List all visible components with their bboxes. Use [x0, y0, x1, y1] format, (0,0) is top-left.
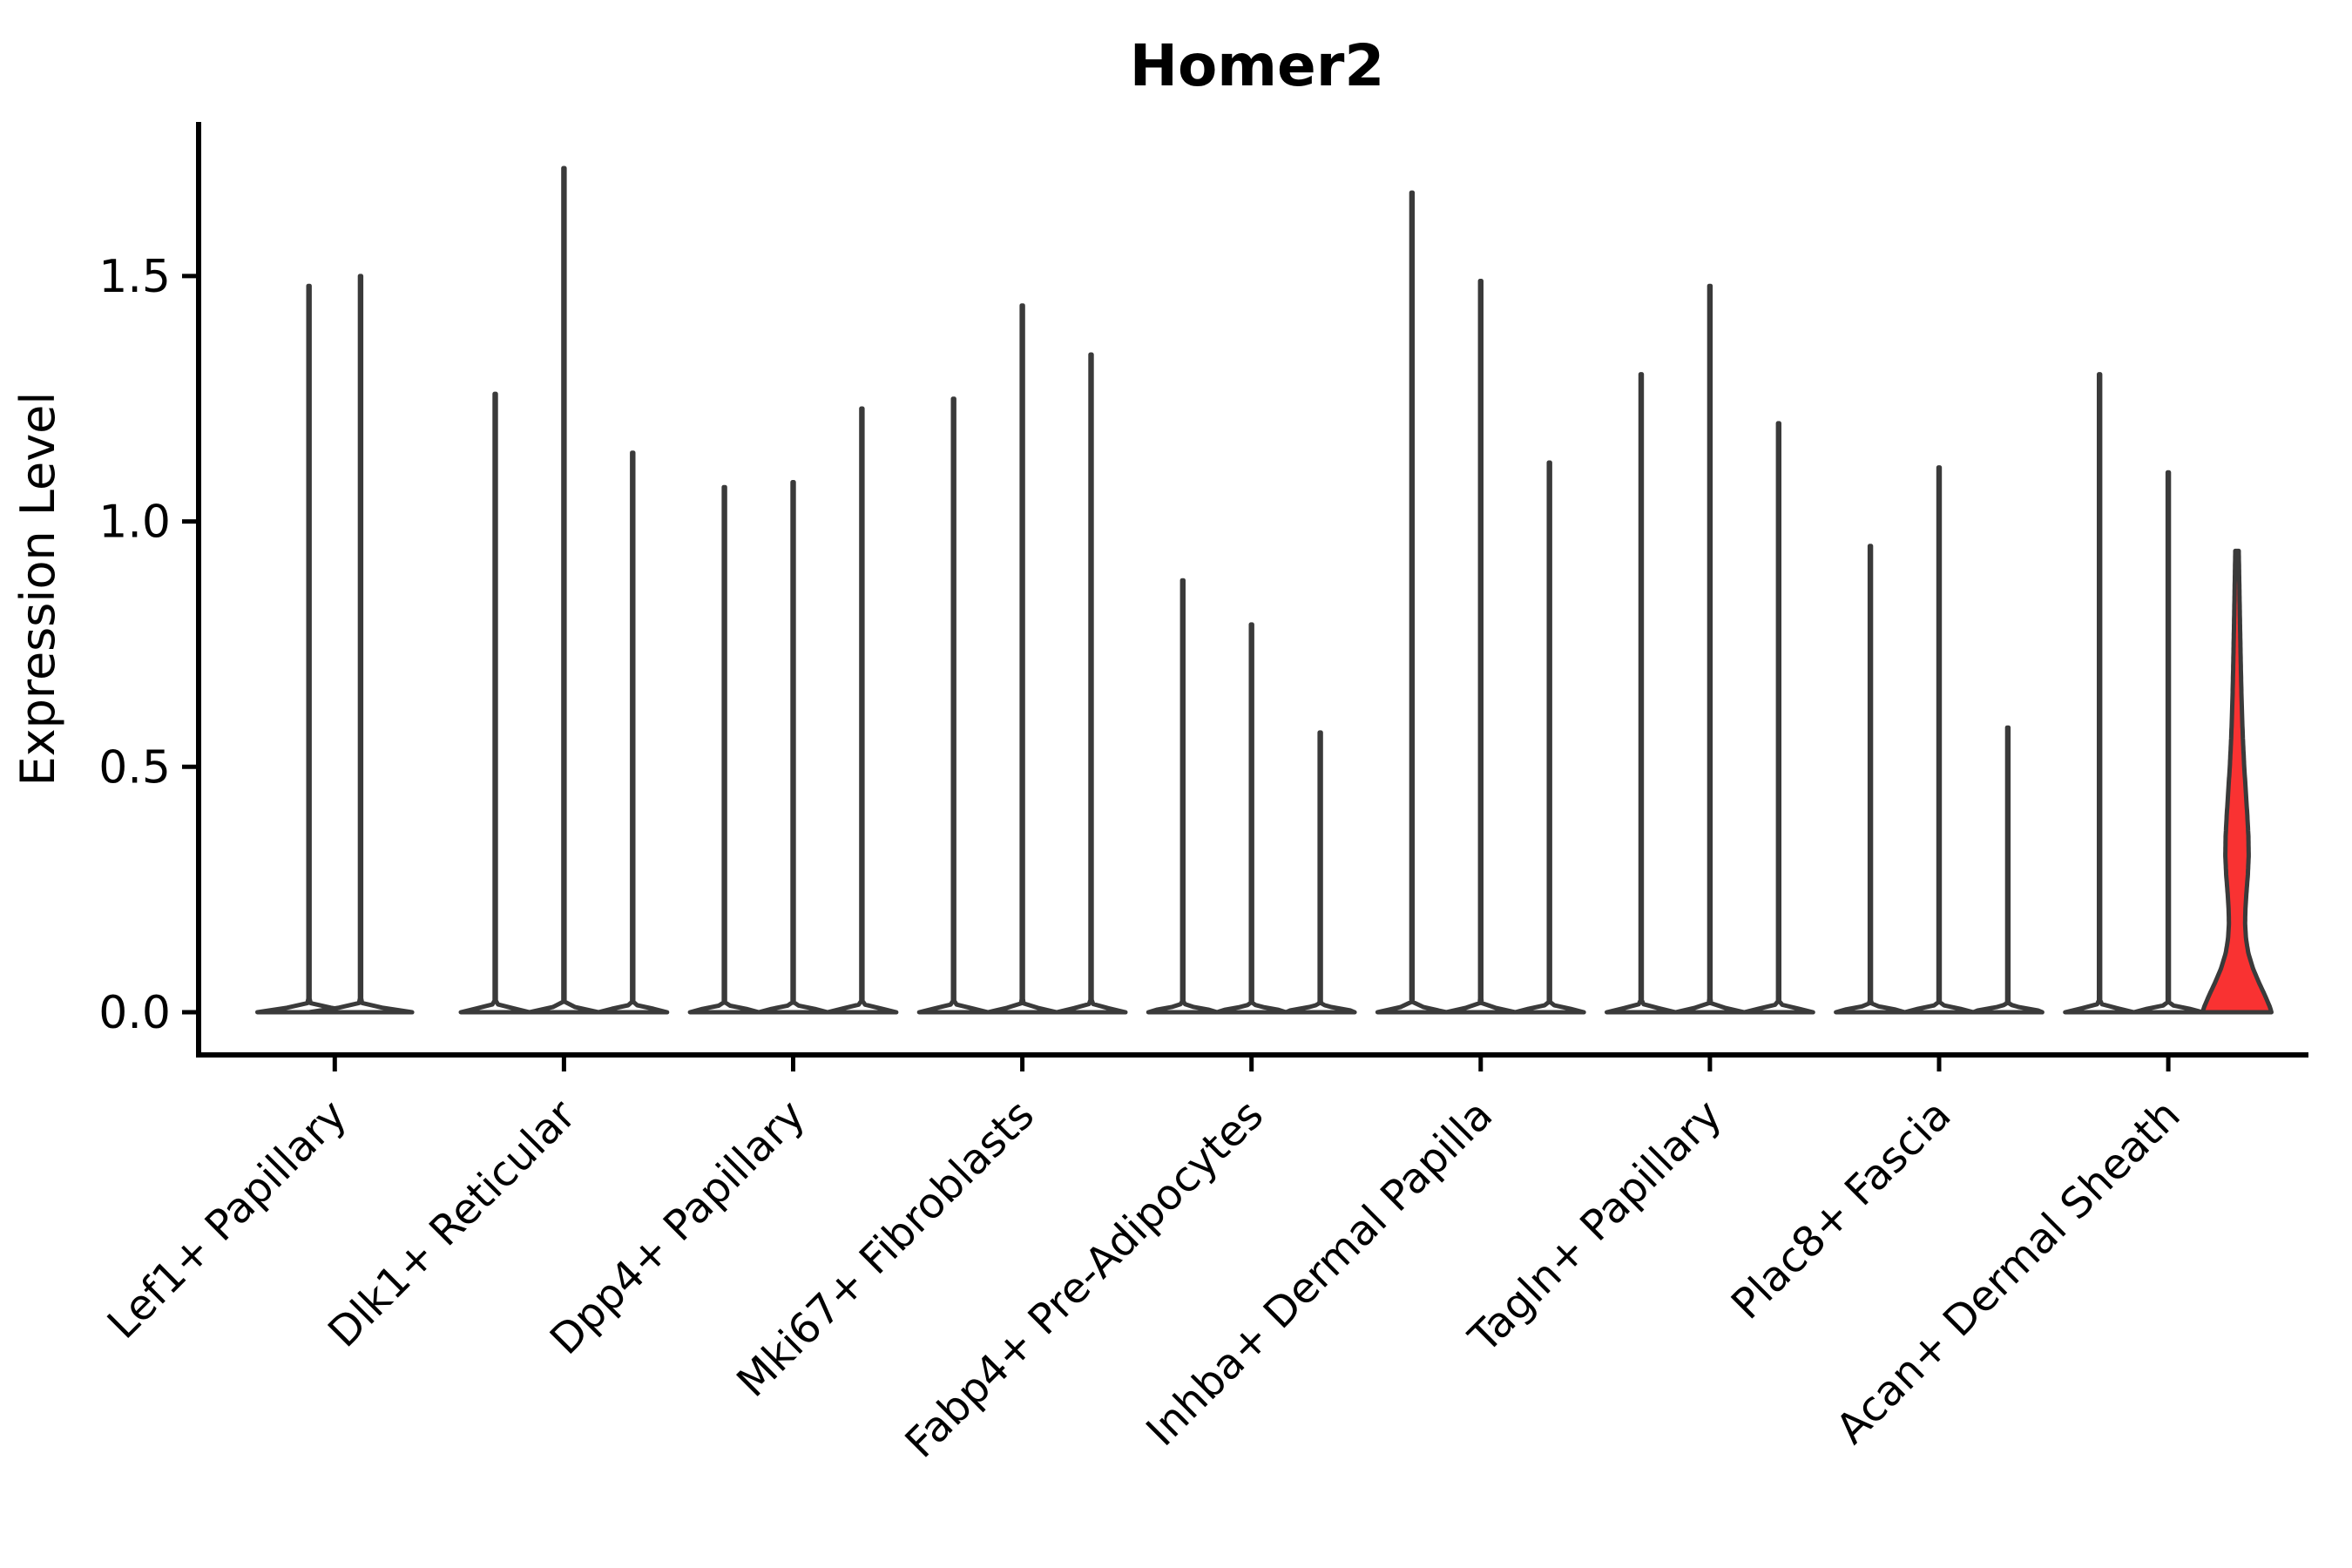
violin — [1673, 283, 1747, 1015]
violin — [1214, 622, 1288, 1015]
violin — [916, 396, 990, 1015]
violin-layer — [255, 166, 2274, 1015]
violin — [1443, 279, 1517, 1015]
violin — [2063, 372, 2137, 1015]
chart-title: Homer2 — [1130, 32, 1385, 99]
violin — [255, 283, 363, 1015]
violin — [756, 480, 830, 1015]
violin — [458, 391, 532, 1015]
y-tick-label: 0.0 — [98, 987, 171, 1039]
x-tick-label: Plac8+ Fascia — [1722, 1091, 1961, 1329]
violin-highlighted — [2200, 548, 2274, 1015]
violin — [1283, 730, 1357, 1015]
violin — [1741, 421, 1815, 1015]
violin — [527, 166, 601, 1015]
x-tick-label: Dpp4+ Papillary — [541, 1091, 814, 1364]
axes-layer — [182, 122, 2308, 1071]
violin — [687, 484, 761, 1015]
violin — [1970, 725, 2044, 1015]
violin — [985, 303, 1059, 1015]
violin — [2132, 470, 2206, 1015]
violin — [825, 406, 899, 1015]
violin — [1146, 578, 1220, 1015]
violin — [1054, 352, 1128, 1015]
violin — [1903, 465, 1976, 1015]
violin — [1512, 460, 1586, 1015]
violin — [1375, 190, 1449, 1015]
violin — [307, 274, 415, 1015]
x-tick-label: Dlk1+ Reticular — [319, 1091, 585, 1357]
y-tick-label: 1.5 — [98, 251, 171, 303]
violin — [596, 450, 670, 1015]
y-tick-label: 0.5 — [98, 741, 171, 794]
x-tick-label: Lef1+ Papillary — [98, 1091, 356, 1348]
y-tick-label: 1.0 — [98, 497, 171, 549]
violin — [1605, 372, 1678, 1015]
y-axis-label: Expression Level — [10, 392, 65, 787]
violin — [1834, 544, 1908, 1015]
x-tick-label: Tagln+ Papillary — [1459, 1091, 1731, 1362]
